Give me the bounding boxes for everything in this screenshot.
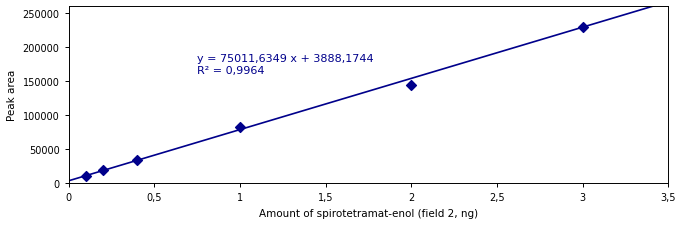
Point [577,26,588,30]
Point [234,126,245,130]
X-axis label: Amount of spirotetramat-enol (field 2, ng): Amount of spirotetramat-enol (field 2, n… [259,208,478,218]
Y-axis label: Peak area: Peak area [7,70,17,121]
Point [80,174,91,178]
Point [98,169,109,173]
Point [406,84,417,88]
Point [132,158,143,162]
Text: y = 75011,6349 x + 3888,1744
R² = 0,9964: y = 75011,6349 x + 3888,1744 R² = 0,9964 [197,54,374,75]
